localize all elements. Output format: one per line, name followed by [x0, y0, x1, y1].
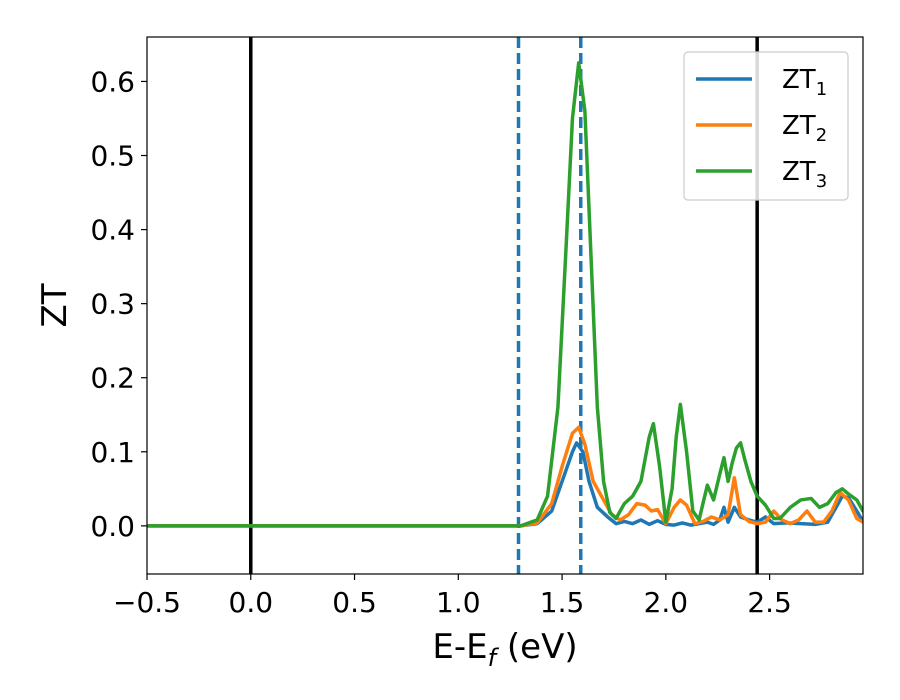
x-tick-label: −0.5 [113, 586, 181, 619]
x-tick-label: 1.0 [436, 586, 481, 619]
y-tick-label: 0.3 [90, 288, 135, 321]
x-tick-label: 2.5 [747, 586, 792, 619]
x-axis: −0.5 0.0 0.5 1.0 1.5 2.0 2.5 [113, 574, 792, 619]
legend: ZT1 ZT2 ZT3 [683, 51, 849, 201]
plot-frame [146, 36, 864, 575]
y-tick-label: 0.4 [90, 214, 135, 247]
y-axis-label: ZT [35, 283, 75, 327]
legend-box [683, 51, 849, 201]
y-tick-label: 0.1 [90, 436, 135, 469]
y-axis: 0.0 0.1 0.2 0.3 0.4 0.5 0.6 [90, 65, 147, 543]
legend-label-zt2: ZT2 [782, 111, 827, 146]
x-tick-label: 1.5 [540, 586, 585, 619]
legend-label-zt3: ZT3 [782, 157, 827, 192]
y-tick-label: 0.0 [90, 510, 135, 543]
y-tick-label: 0.6 [90, 65, 135, 98]
x-tick-label: 0.0 [229, 586, 274, 619]
y-tick-label: 0.2 [90, 362, 135, 395]
series-line-zt3 [147, 61, 863, 528]
x-tick-label: 2.0 [644, 586, 689, 619]
x-tick-label: 0.5 [332, 586, 377, 619]
series-line-zt2 [147, 425, 863, 528]
x-axis-label: E-Ef (eV) [432, 627, 577, 672]
y-tick-label: 0.5 [90, 140, 135, 173]
legend-label-zt1: ZT1 [782, 65, 827, 100]
